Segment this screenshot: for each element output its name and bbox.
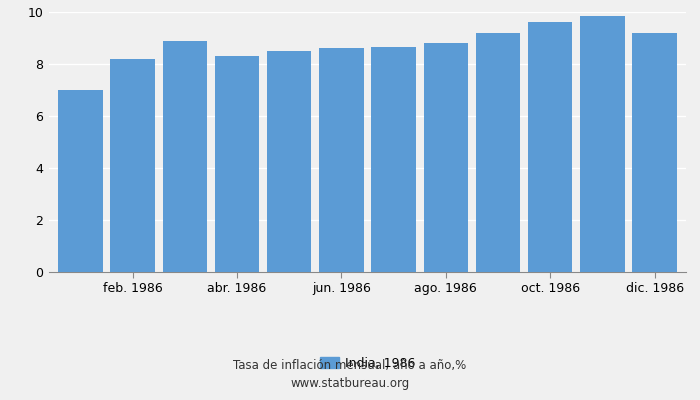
Bar (58, 90, 102, 272)
Bar (580, 16, 624, 272)
Bar (424, 43, 468, 272)
Bar (476, 33, 520, 272)
Bar (528, 22, 573, 272)
Bar (162, 40, 207, 272)
Bar (319, 48, 363, 272)
Bar (633, 33, 677, 272)
Bar (111, 59, 155, 272)
Legend: India, 1986: India, 1986 (315, 352, 420, 375)
Bar (215, 56, 259, 272)
Text: Tasa de inflación mensual, año a año,%: Tasa de inflación mensual, año a año,% (233, 360, 467, 372)
Text: www.statbureau.org: www.statbureau.org (290, 378, 410, 390)
Bar (372, 47, 416, 272)
Bar (267, 51, 312, 272)
